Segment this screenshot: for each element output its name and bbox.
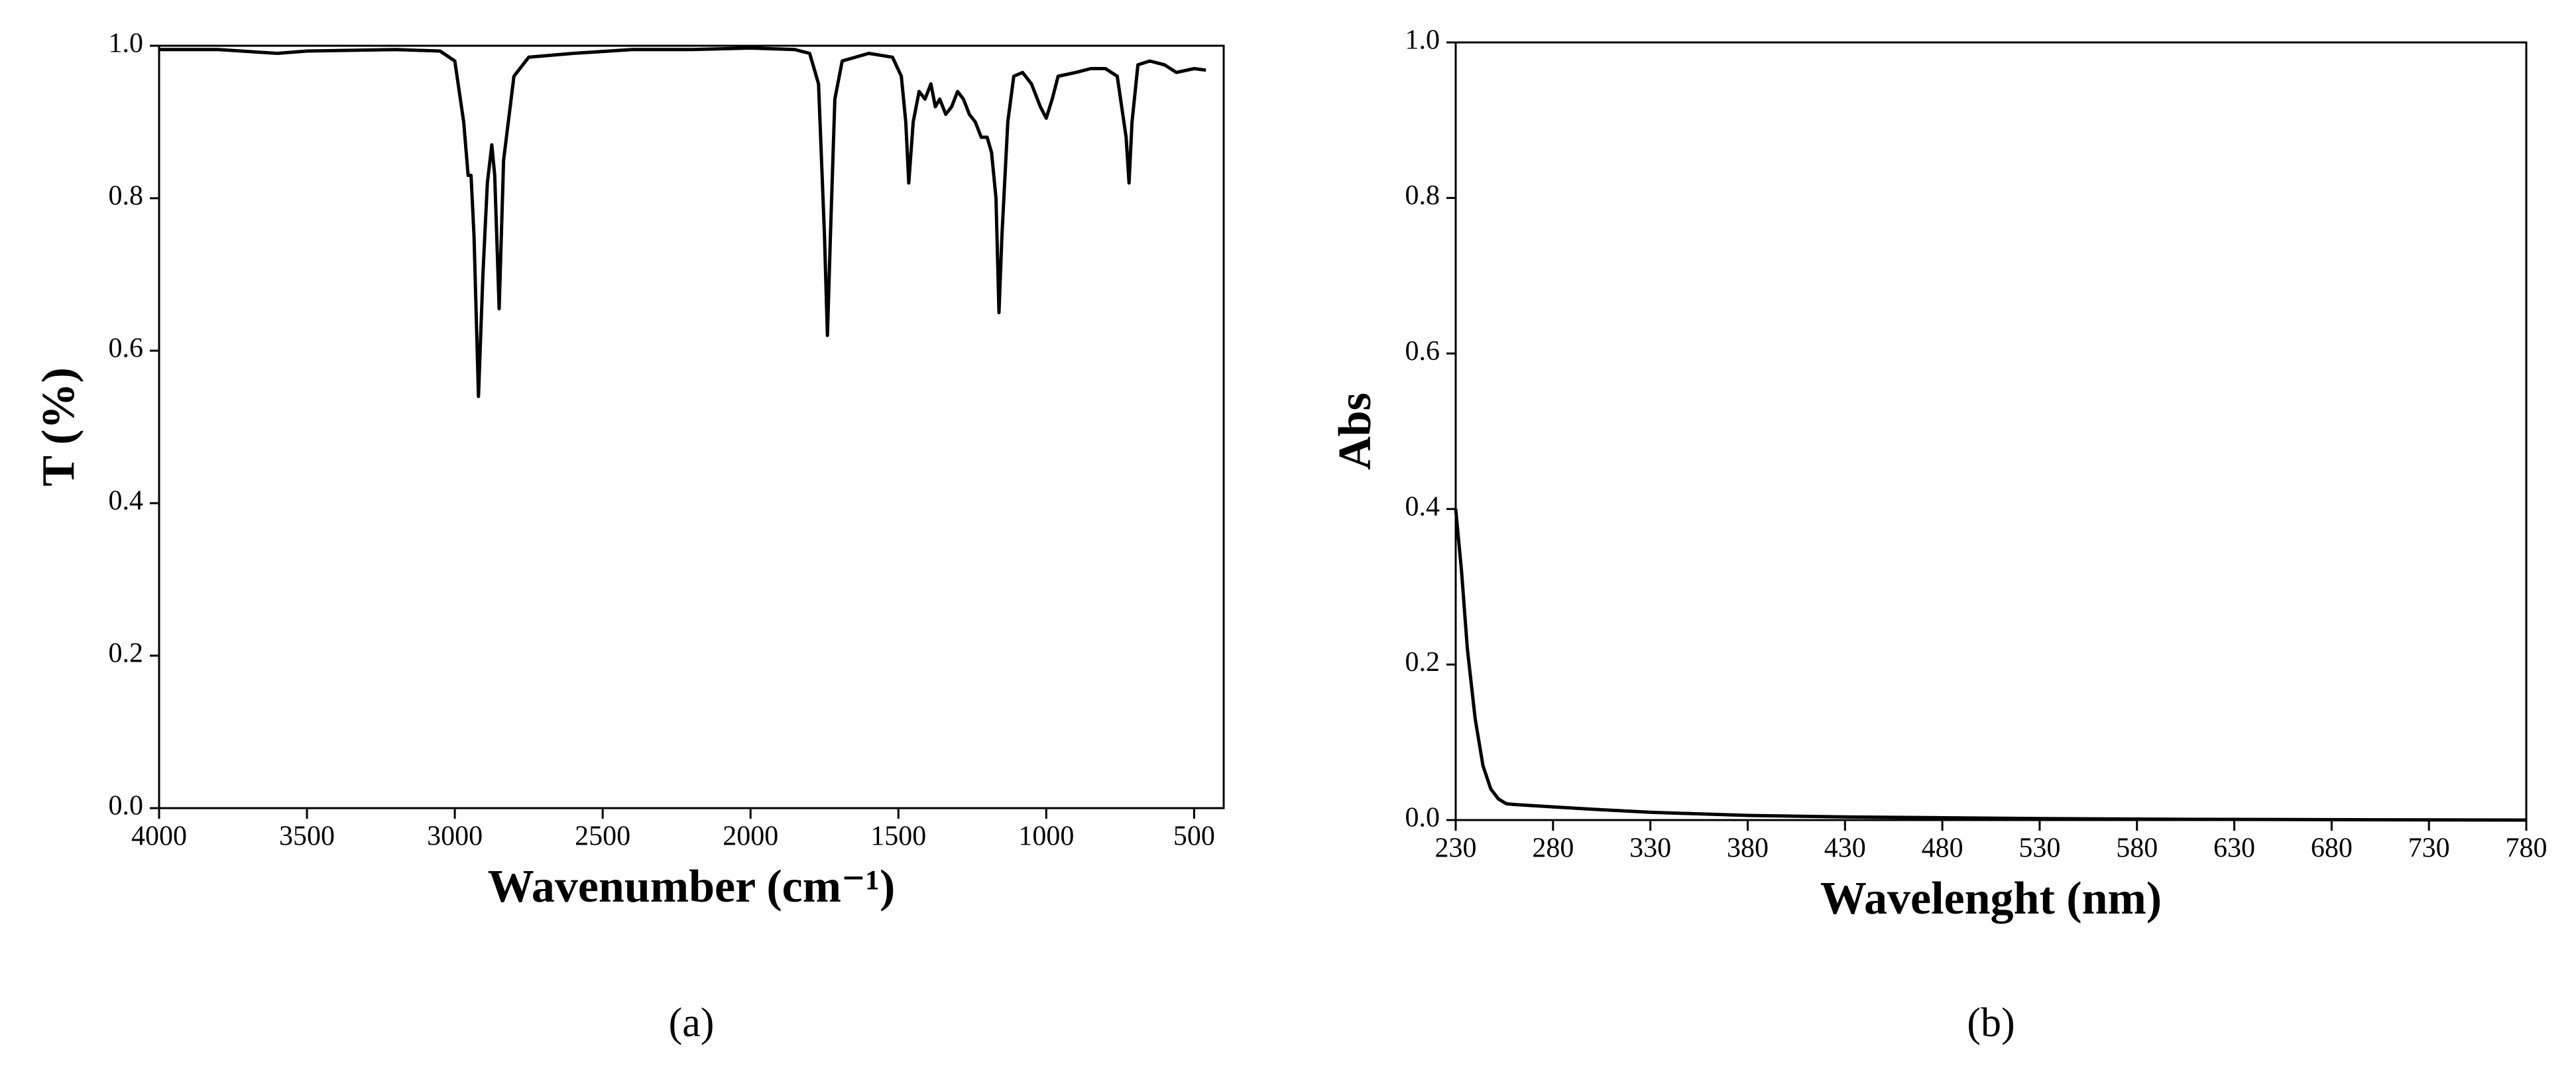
panel-label: (b) [1967, 1000, 2015, 1045]
y-tick-label: 0.8 [1405, 180, 1440, 211]
x-axis-title: Wavenumber (cm⁻¹) [488, 861, 896, 912]
x-tick-label: 3000 [427, 821, 483, 852]
y-tick-label: 1.0 [1405, 25, 1440, 56]
x-tick-label: 680 [2311, 833, 2353, 864]
y-tick-label: 0.8 [109, 181, 144, 211]
x-tick-label: 2500 [575, 821, 630, 852]
x-tick-label: 1000 [1018, 821, 1074, 852]
y-axis-title: T (%) [33, 367, 84, 487]
x-tick-label: 2000 [723, 821, 778, 852]
x-tick-label: 330 [1629, 833, 1671, 864]
x-tick-label: 630 [2213, 833, 2255, 864]
x-tick-label: 780 [2506, 833, 2547, 864]
plot-frame [1454, 41, 2528, 821]
spectrum-line [1454, 508, 2527, 822]
x-tick-label: 380 [1727, 833, 1769, 864]
x-tick-label: 280 [1532, 833, 1574, 864]
y-tick-label: 0.6 [1405, 336, 1440, 367]
spectrum-line [159, 46, 1206, 398]
plot-frame [158, 44, 1225, 809]
y-tick-label: 0.6 [109, 333, 144, 364]
y-tick-label: 1.0 [109, 29, 144, 59]
x-tick-label: 580 [2116, 833, 2158, 864]
y-tick-label: 0.4 [1405, 491, 1440, 522]
y-tick-label: 0.0 [1405, 803, 1440, 833]
x-tick-label: 4000 [131, 821, 187, 852]
x-tick-label: 1500 [870, 821, 926, 852]
y-tick-label: 0.2 [1405, 647, 1440, 678]
panel-label: (a) [669, 1000, 715, 1045]
x-tick-label: 3500 [279, 821, 335, 852]
x-tick-label: 430 [1824, 833, 1866, 864]
y-tick-label: 0.4 [109, 486, 144, 516]
x-tick-label: 500 [1173, 821, 1215, 852]
x-tick-label: 530 [2019, 833, 2060, 864]
y-axis-title: Abs [1330, 392, 1381, 470]
x-axis-title: Wavelenght (nm) [1820, 873, 2162, 924]
y-tick-label: 0.2 [109, 638, 144, 669]
y-tick-label: 0.0 [109, 791, 144, 821]
x-tick-label: 230 [1435, 833, 1477, 864]
x-tick-label: 730 [2408, 833, 2450, 864]
x-tick-label: 480 [1922, 833, 1963, 864]
